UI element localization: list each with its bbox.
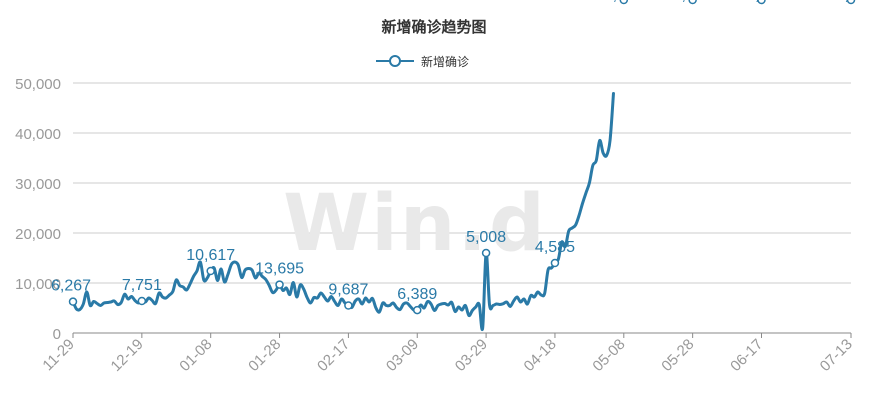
data-label: 6,130 [604,0,644,4]
data-point[interactable] [68,297,78,306]
x-tick-label: 03-09 [383,336,422,375]
x-tick-label: 07-13 [817,336,856,375]
data-point[interactable] [275,280,284,289]
data-point[interactable] [137,296,147,306]
data-label: 10,617 [186,247,235,264]
data-label: 4,585 [535,239,575,256]
x-tick-label: 02-17 [314,336,353,375]
data-label: 9,687 [328,282,368,299]
x-tick-label: 12-19 [108,336,147,375]
x-axis: 11-29 12-19 01-08 01-28 02-17 03-09 03-29 04-18… [39,332,856,375]
x-tick-label: 03-29 [452,336,491,375]
y-axis: 0 10,000 20,000 30,000 40,000 50,000 [15,76,61,343]
data-point[interactable] [481,248,491,258]
x-tick-label: 05-08 [589,336,628,375]
x-tick-label: 06-17 [727,336,766,375]
data-markers [68,0,856,315]
x-tick-label: 05-28 [658,336,697,375]
data-label: 5,862 [673,0,713,4]
x-tick-label: 01-28 [245,336,284,375]
y-tick-label: 0 [53,326,61,343]
data-point[interactable] [550,258,560,268]
data-label: 7,751 [122,277,162,294]
x-tick-label: 01-08 [176,336,215,375]
data-point[interactable] [688,0,697,5]
data-label: 13,695 [255,261,304,278]
legend[interactable]: 新增确诊 [376,54,469,69]
data-label: 12,624 [737,0,786,4]
watermark: Win.d [283,179,547,269]
data-labels: 6,267 7,751 10,617 13,695 9,687 6,389 5,008 4,5… [51,0,876,303]
chart-title: 新增确诊趋势图 [381,18,486,36]
y-tick-label: 30,000 [15,176,61,193]
data-label: 5,008 [466,229,506,246]
series-line-新增确诊 [71,92,615,332]
data-label: 6,389 [397,286,437,303]
data-point[interactable] [619,0,629,5]
data-point[interactable] [412,305,422,315]
legend-entry-0: 新增确诊 [421,54,469,69]
data-point[interactable] [206,266,215,276]
x-tick-label: 04-18 [521,336,560,375]
legend-marker-icon [389,55,401,67]
data-point[interactable] [846,0,856,5]
data-label: 6,267 [51,278,91,295]
y-tick-label: 20,000 [15,226,61,243]
data-point[interactable] [757,0,766,5]
y-tick-label: 40,000 [15,126,61,143]
y-tick-label: 10,000 [15,276,61,293]
data-point[interactable] [344,301,353,310]
data-label: 47,899 [827,0,876,4]
y-tick-label: 50,000 [15,76,61,93]
